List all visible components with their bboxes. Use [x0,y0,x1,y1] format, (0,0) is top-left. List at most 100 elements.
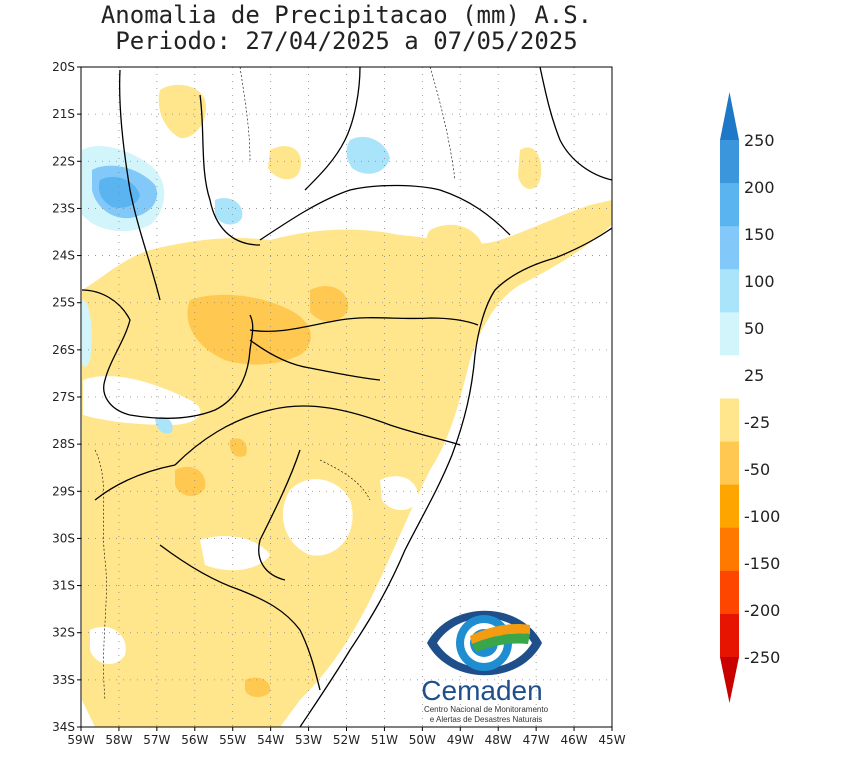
lat-label: 25S [52,296,75,310]
anomaly-field-minus50-4 [245,677,271,698]
anomaly-field-minus50-1 [187,294,311,365]
logo-subtitle-1: Centro Nacional de Monitoramento [424,705,549,714]
colorbar-segment [720,613,739,658]
lat-label: 28S [52,437,75,451]
anomaly-field-plus25-mid [215,198,243,225]
anomaly-field-minus25-nw [268,146,301,180]
lon-label: 49W [447,733,474,747]
cemaden-logo: Cemaden Centro Nacional de Monitoramento… [421,610,549,724]
lat-label: 30S [52,531,75,545]
colorbar-label: -50 [744,460,770,479]
lat-label: 31S [52,579,75,593]
lat-label: 29S [52,484,75,498]
colorbar-segment [720,226,739,270]
anomaly-field-plus25-south [155,416,173,434]
border-river-uruguay [94,464,176,501]
logo-name: Cemaden [421,675,542,706]
anomaly-field-minus25-north [158,84,206,139]
colorbar-segment [720,570,739,615]
lon-label: 50W [409,733,436,747]
lat-label: 26S [52,343,75,357]
colorbar-label: 200 [744,178,775,197]
logo-band-orange [470,624,530,644]
colorbar-arrow-bottom [720,657,739,703]
colorbar [720,92,739,703]
lon-label: 47W [523,733,550,747]
colorbar-segment [720,355,739,399]
colorbar-segment [720,398,739,443]
map-title-line-2: Periodo: 27/04/2025 a 07/05/2025 [115,27,578,55]
lon-label: 55W [219,733,246,747]
colorbar-labels: 250 200 150 100 50 25 -25 -50 -100 -150 -200 -250 [744,131,780,667]
colorbar-segment [720,269,739,313]
colorbar-label: 100 [744,272,775,291]
colorbar-segment [720,140,739,184]
colorbar-label: -25 [744,413,770,432]
lat-label: 22S [52,154,75,168]
anomaly-field-minus25-ne [518,147,542,190]
coastline [299,227,612,727]
colorbar-label: 50 [744,319,764,338]
colorbar-arrow-top [720,92,739,140]
colorbar-label: 250 [744,131,775,150]
ocean [305,225,612,727]
lat-label: 34S [52,720,75,734]
colorbar-segment [720,312,739,356]
lon-label: 51W [371,733,398,747]
anomaly-field-minus25-ne2 [426,224,483,271]
longitude-labels: 59W 58W 57W 56W 55W 54W 53W 52W 51W 50W 49W 48W 47W 4… [67,727,626,747]
lat-label: 21S [52,107,75,121]
state-border-pr-sc [249,317,479,333]
lon-label: 58W [105,733,132,747]
anomaly-hole-3 [200,535,270,571]
minor-border-4 [319,459,371,501]
colorbar-segment [720,183,739,227]
lon-label: 59W [67,733,94,747]
anomaly-hole-1 [282,479,353,556]
anomaly-hole-2 [83,376,201,425]
colorbar-label: -250 [744,648,780,667]
anomaly-field-minus50-3 [175,466,206,496]
colorbar-label: 25 [744,366,764,385]
river-parana [119,69,161,301]
minor-borders [94,67,456,701]
border-paraguay [81,289,254,419]
lat-label: 32S [52,626,75,640]
state-border-sc-rs [174,405,461,466]
border-argentina [249,339,381,381]
lon-label: 54W [257,733,284,747]
minor-border-3 [94,449,107,701]
colorbar-label: -200 [744,601,780,620]
colorbar-label: 150 [744,225,775,244]
logo-subtitle-2: e Alertas de Desastres Naturais [430,715,543,724]
latitude-labels: 20S 21S 22S 23S 24S 25S 26S 27S 28S 29S 30S 31S 32S 3… [52,60,81,734]
lat-label: 23S [52,201,75,215]
lon-label: 52W [333,733,360,747]
anomaly-field-minus50-2 [310,286,349,322]
borders [81,67,612,727]
state-border-sp-pr [259,184,511,241]
lon-label: 56W [181,733,208,747]
lon-label: 57W [143,733,170,747]
anomaly-field-plus25-center [346,136,390,174]
colorbar-label: -150 [744,554,780,573]
anomaly-field-minus50-5 [229,438,247,457]
border-rs-inner [258,449,301,581]
lat-label: 24S [52,249,75,263]
lat-label: 33S [52,673,75,687]
state-border-mg [304,67,361,191]
minor-border-1 [239,67,251,161]
state-border-ms [199,94,261,246]
lon-label: 53W [295,733,322,747]
logo-band-green [472,633,530,652]
lat-label: 27S [52,390,75,404]
lon-label: 46W [561,733,588,747]
colorbar-segment [720,527,739,572]
anomaly-hole-4 [90,626,126,665]
lon-label: 48W [485,733,512,747]
anomaly-hole-5 [380,476,419,511]
colorbar-label: -100 [744,507,780,526]
colorbar-segment [720,484,739,529]
map-title-line-1: Anomalia de Precipitacao (mm) A.S. [100,1,593,29]
